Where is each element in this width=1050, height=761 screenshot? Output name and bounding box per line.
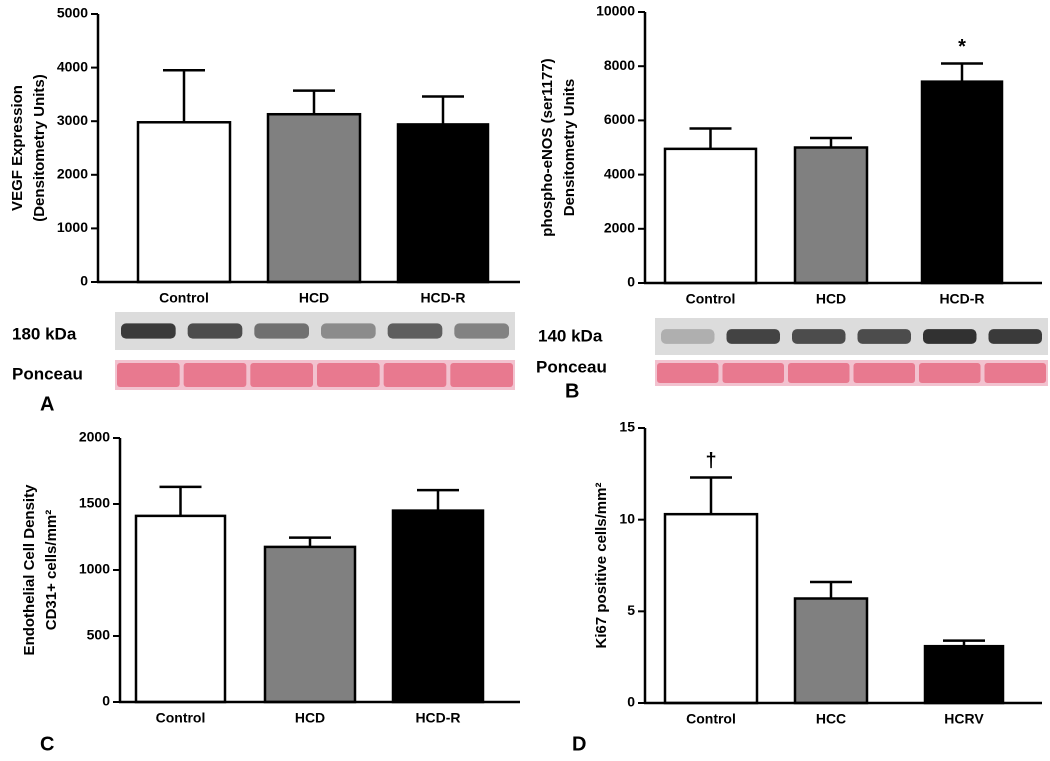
ponceau-lane [450, 363, 513, 387]
bar [663, 512, 759, 705]
x-tick-label: HCD [295, 710, 325, 726]
y-tick-label: 10 [619, 510, 635, 526]
blot-band [387, 323, 443, 339]
y-axis-label: (Densitometry Units) [31, 74, 48, 222]
y-tick-label: 4000 [57, 58, 88, 74]
ponceau-lane [383, 363, 447, 387]
y-axis-label: Ki67 positive cells/mm² [593, 483, 610, 649]
x-tick-label: HCD [299, 290, 329, 306]
y-axis-label: phospho-eNOS (ser1177) [539, 58, 556, 236]
bar [396, 123, 490, 284]
ponceau-lane [317, 363, 380, 387]
bar [266, 112, 362, 284]
blot-strip [115, 312, 515, 350]
ponceau-strip [115, 360, 515, 390]
x-tick-label: Control [159, 290, 209, 306]
blot-band [857, 329, 911, 344]
blot-band [454, 323, 509, 339]
x-tick-label: Control [156, 710, 206, 726]
y-tick-label: 2000 [57, 166, 88, 182]
y-tick-label: 0 [80, 273, 88, 289]
y-tick-label: 500 [87, 627, 111, 643]
blot-band [923, 329, 977, 344]
y-axis-label: Endothelial Cell Density [21, 484, 38, 656]
x-tick-label: HCD [816, 291, 846, 307]
blot-band [254, 323, 309, 339]
y-tick-label: 8000 [604, 57, 635, 73]
y-tick-label: 1500 [79, 495, 110, 511]
ponceau-lane [788, 363, 850, 383]
bar-chart: 0 500 1000 1500 2000 Control HCD HCD-R Endotheli… [21, 429, 520, 755]
y-tick-label: 0 [627, 694, 635, 710]
x-tick-label: HCD-R [420, 290, 465, 306]
ponceau-lane [919, 363, 981, 383]
bar [793, 597, 869, 705]
x-tick-label: HCD-R [415, 710, 460, 726]
blot-label: Ponceau [536, 357, 607, 376]
blot-label: Ponceau [12, 364, 83, 383]
ponceau-strip [655, 360, 1048, 386]
y-tick-label: 4000 [604, 165, 635, 181]
ponceau-lane [183, 363, 247, 387]
blot-strip [655, 318, 1048, 355]
y-tick-label: 10000 [596, 3, 635, 19]
blot-band [661, 329, 715, 344]
y-axis-label: CD31+ cells/mm² [43, 510, 60, 630]
ponceau-lane [853, 363, 915, 383]
bar [263, 545, 357, 704]
blot-band [726, 329, 780, 344]
bar [923, 644, 1005, 705]
y-tick-label: 5 [627, 602, 635, 618]
blot-label: 140 kDa [538, 326, 603, 345]
ponceau-lane [250, 363, 313, 387]
bar [793, 146, 869, 285]
ponceau-lane [657, 363, 719, 383]
bar [136, 121, 232, 284]
y-tick-label: 2000 [604, 220, 635, 236]
panel-label: C [40, 733, 54, 755]
x-tick-label: Control [686, 291, 736, 307]
x-tick-label: HCRV [944, 711, 984, 727]
bar-chart: 0 5 10 15 Control † HCC HCRV Ki67 positive cells… [572, 419, 1042, 755]
panel-label: B [565, 380, 579, 402]
x-tick-label: Control [686, 711, 736, 727]
ponceau-lane [117, 363, 180, 387]
blot-band [121, 323, 176, 339]
panel-label: D [572, 733, 586, 755]
y-tick-label: 2000 [79, 429, 110, 445]
y-tick-label: 0 [627, 274, 635, 290]
bar-chart: 0 2000 4000 6000 8000 10000 Control HCD HCD-R * ph… [536, 3, 1048, 402]
y-tick-label: 15 [619, 419, 635, 435]
annotation: † [705, 450, 716, 472]
blot-band [988, 329, 1042, 344]
annotation: * [958, 36, 966, 58]
y-axis-label: VEGF Expression [9, 85, 26, 211]
bar [391, 509, 485, 704]
blot-band [321, 323, 376, 339]
blot-band [792, 329, 846, 344]
y-tick-label: 1000 [79, 561, 110, 577]
bar-chart: 0 1000 2000 3000 4000 5000 Control HCD HCD-R VEGF… [9, 5, 520, 415]
y-tick-label: 1000 [57, 219, 88, 235]
y-axis-label: Densitometry Units [561, 79, 578, 217]
panel-label: A [40, 393, 54, 415]
ponceau-lane [722, 363, 784, 383]
x-tick-label: HCD-R [939, 291, 984, 307]
y-tick-label: 3000 [57, 112, 88, 128]
bar [920, 80, 1004, 285]
y-tick-label: 6000 [604, 111, 635, 127]
bar [663, 147, 758, 285]
y-tick-label: 5000 [57, 5, 88, 21]
x-tick-label: HCC [816, 711, 846, 727]
blot-label: 180 kDa [12, 324, 77, 343]
y-tick-label: 0 [102, 693, 110, 709]
ponceau-lane [984, 363, 1046, 383]
blot-band [187, 323, 243, 339]
bar [134, 514, 227, 704]
